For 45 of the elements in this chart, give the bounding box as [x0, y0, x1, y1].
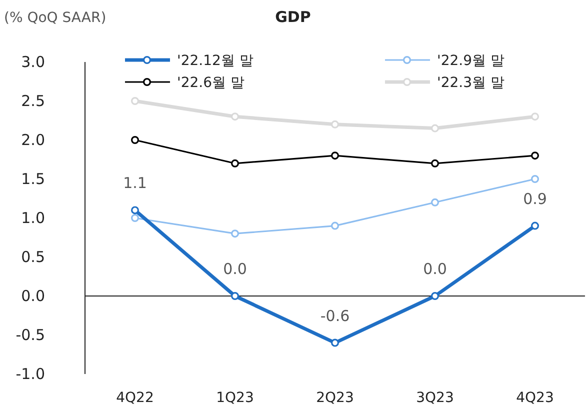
data-label: 0.0	[223, 260, 247, 278]
point	[531, 112, 539, 121]
point	[431, 198, 439, 206]
y-tick-label: 3.0	[21, 53, 45, 71]
y-tick-label: -1.0	[16, 365, 45, 383]
point	[331, 222, 339, 230]
legend-label: '22.3월 말	[437, 75, 504, 91]
y-tick-label: 2.5	[21, 92, 45, 110]
y-axis-title: (% QoQ SAAR)	[4, 10, 106, 26]
point	[431, 159, 439, 168]
legend-label: '22.12월 말	[177, 53, 254, 69]
y-tick-label: -0.5	[16, 326, 45, 344]
point	[531, 222, 539, 230]
y-tick-label: 1.5	[21, 170, 45, 188]
point	[331, 152, 339, 160]
x-tick-label: 3Q23	[416, 390, 454, 406]
y-tick-label: 2.0	[21, 131, 45, 149]
point	[431, 292, 439, 300]
point	[131, 136, 139, 144]
chart-title: GDP	[275, 8, 311, 26]
data-label: 0.0	[423, 260, 447, 278]
x-tick-label: 2Q23	[316, 390, 354, 406]
x-tick-label: 1Q23	[216, 390, 254, 406]
point	[531, 152, 539, 160]
legend-label: '22.6월 말	[177, 75, 244, 91]
point	[431, 124, 439, 132]
y-tick-label: 0.5	[21, 248, 45, 266]
point	[231, 159, 239, 168]
y-tick-label: 0.0	[21, 287, 45, 305]
data-label: 0.9	[523, 190, 547, 208]
point	[131, 214, 139, 222]
point	[231, 112, 239, 121]
y-tick-label: 1.0	[21, 209, 45, 227]
point	[331, 120, 339, 128]
x-tick-label: 4Q22	[116, 390, 154, 406]
x-tick-label: 4Q23	[516, 390, 554, 406]
point	[131, 97, 139, 105]
point	[131, 206, 139, 214]
point	[231, 230, 239, 238]
data-label: 1.1	[123, 174, 147, 192]
legend-label: '22.9월 말	[437, 53, 504, 69]
data-label: -0.6	[320, 306, 350, 325]
point	[331, 338, 339, 347]
point	[231, 292, 239, 300]
point	[531, 175, 539, 183]
